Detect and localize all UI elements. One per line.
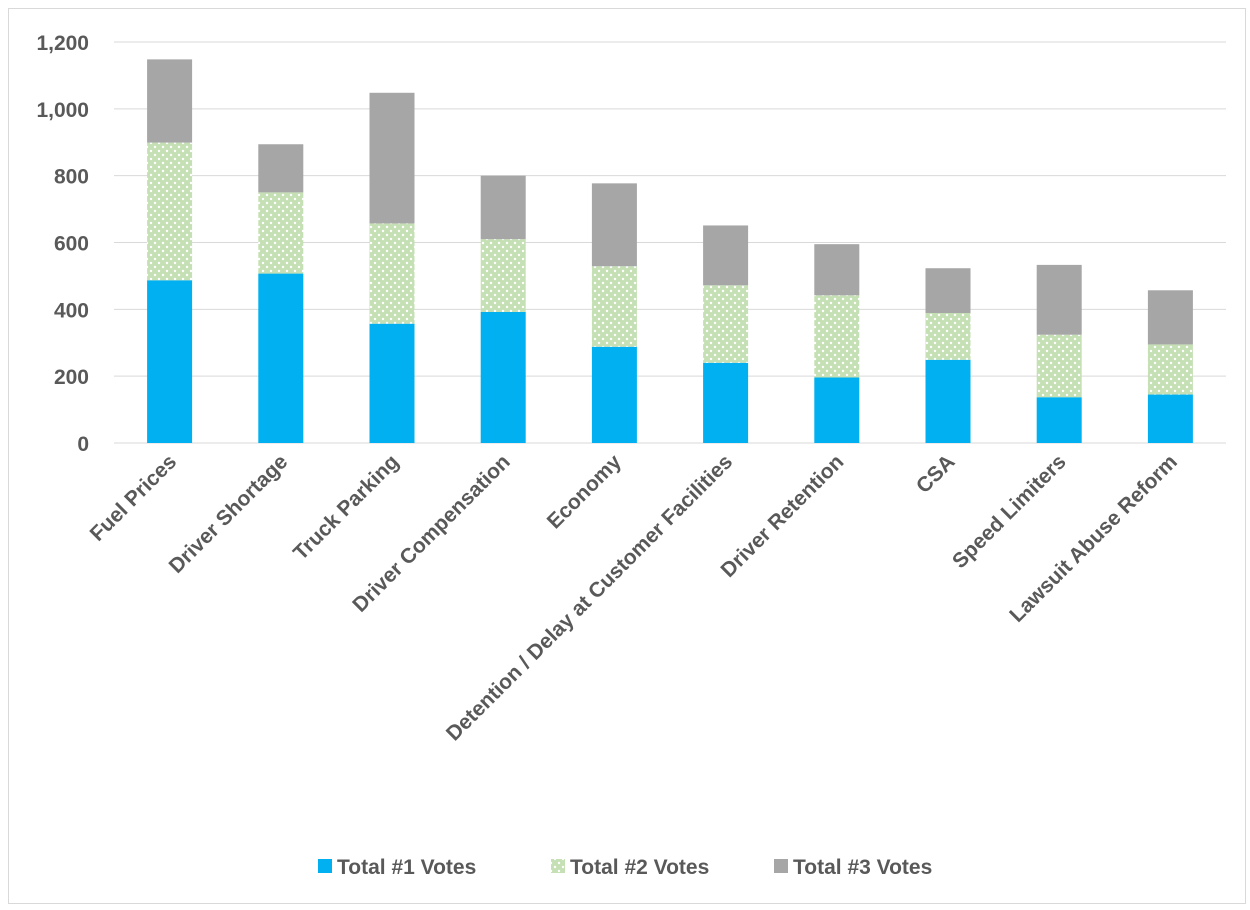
legend-label: Total #1 Votes [337,856,476,879]
bar-segment-series-1 [480,312,526,443]
bar-segment-series-2 [1147,344,1193,395]
y-tick-label: 400 [54,299,89,322]
y-tick-label: 0 [77,433,89,456]
bar-segment-series-2 [591,266,637,347]
bars [147,59,1193,443]
x-category-label: Economy [543,450,626,533]
bar-segment-series-1 [814,377,860,443]
bar-segment-series-3 [591,183,637,267]
bar-segment-series-3 [147,59,193,143]
y-tick-label: 1,000 [36,99,89,122]
bar-segment-series-3 [480,175,526,240]
x-category-label: Driver Shortage [165,450,293,578]
x-category-label: Truck Parking [289,450,403,564]
bar-segment-series-1 [1147,394,1193,443]
bar-segment-series-1 [591,346,637,443]
bar-segment-series-2 [703,285,749,363]
bar-segment-series-3 [703,225,749,286]
bar-segment-series-1 [369,323,415,443]
bar-segment-series-1 [147,280,193,443]
bar-segment-series-2 [814,295,860,378]
bar-segment-series-1 [258,273,304,443]
bar-segment-series-1 [925,359,971,443]
chart-container: 0 200 400 600 800 1,000 1,200 Fuel Prices Drive… [8,8,1246,904]
y-tick-label: 200 [54,366,89,389]
bar-segment-series-2 [258,192,304,274]
y-tick-label: 800 [54,166,89,189]
bar-segment-series-3 [369,92,415,224]
bar-segment-series-2 [925,313,971,360]
y-tick-label: 1,200 [36,32,89,55]
legend-label: Total #2 Votes [570,856,709,879]
bar-segment-series-3 [1147,290,1193,345]
bar-segment-series-2 [147,142,193,281]
bar-segment-series-1 [703,362,749,443]
bar-segment-series-3 [1036,264,1082,335]
legend: Total #1 Votes Total #2 Votes Total #3 Vot… [318,856,932,879]
legend-label: Total #3 Votes [793,856,932,879]
y-tick-label: 600 [54,233,89,256]
bar-segment-series-3 [258,144,304,193]
x-category-label: Driver Retention [717,450,849,582]
bar-segment-series-1 [1036,397,1082,443]
x-category-label: Speed Limiters [948,450,1071,573]
x-category-label: CSA [912,450,960,498]
bar-segment-series-2 [1036,334,1082,398]
legend-swatch [774,859,788,873]
bar-segment-series-2 [369,223,415,324]
bar-segment-series-3 [814,244,860,296]
bar-segment-series-3 [925,268,971,314]
legend-swatch [318,859,332,873]
y-axis-tick-labels: 0 200 400 600 800 1,000 1,200 [36,32,89,456]
legend-swatch [551,859,565,873]
x-category-label: Fuel Prices [86,450,182,546]
bar-segment-series-2 [480,239,526,313]
